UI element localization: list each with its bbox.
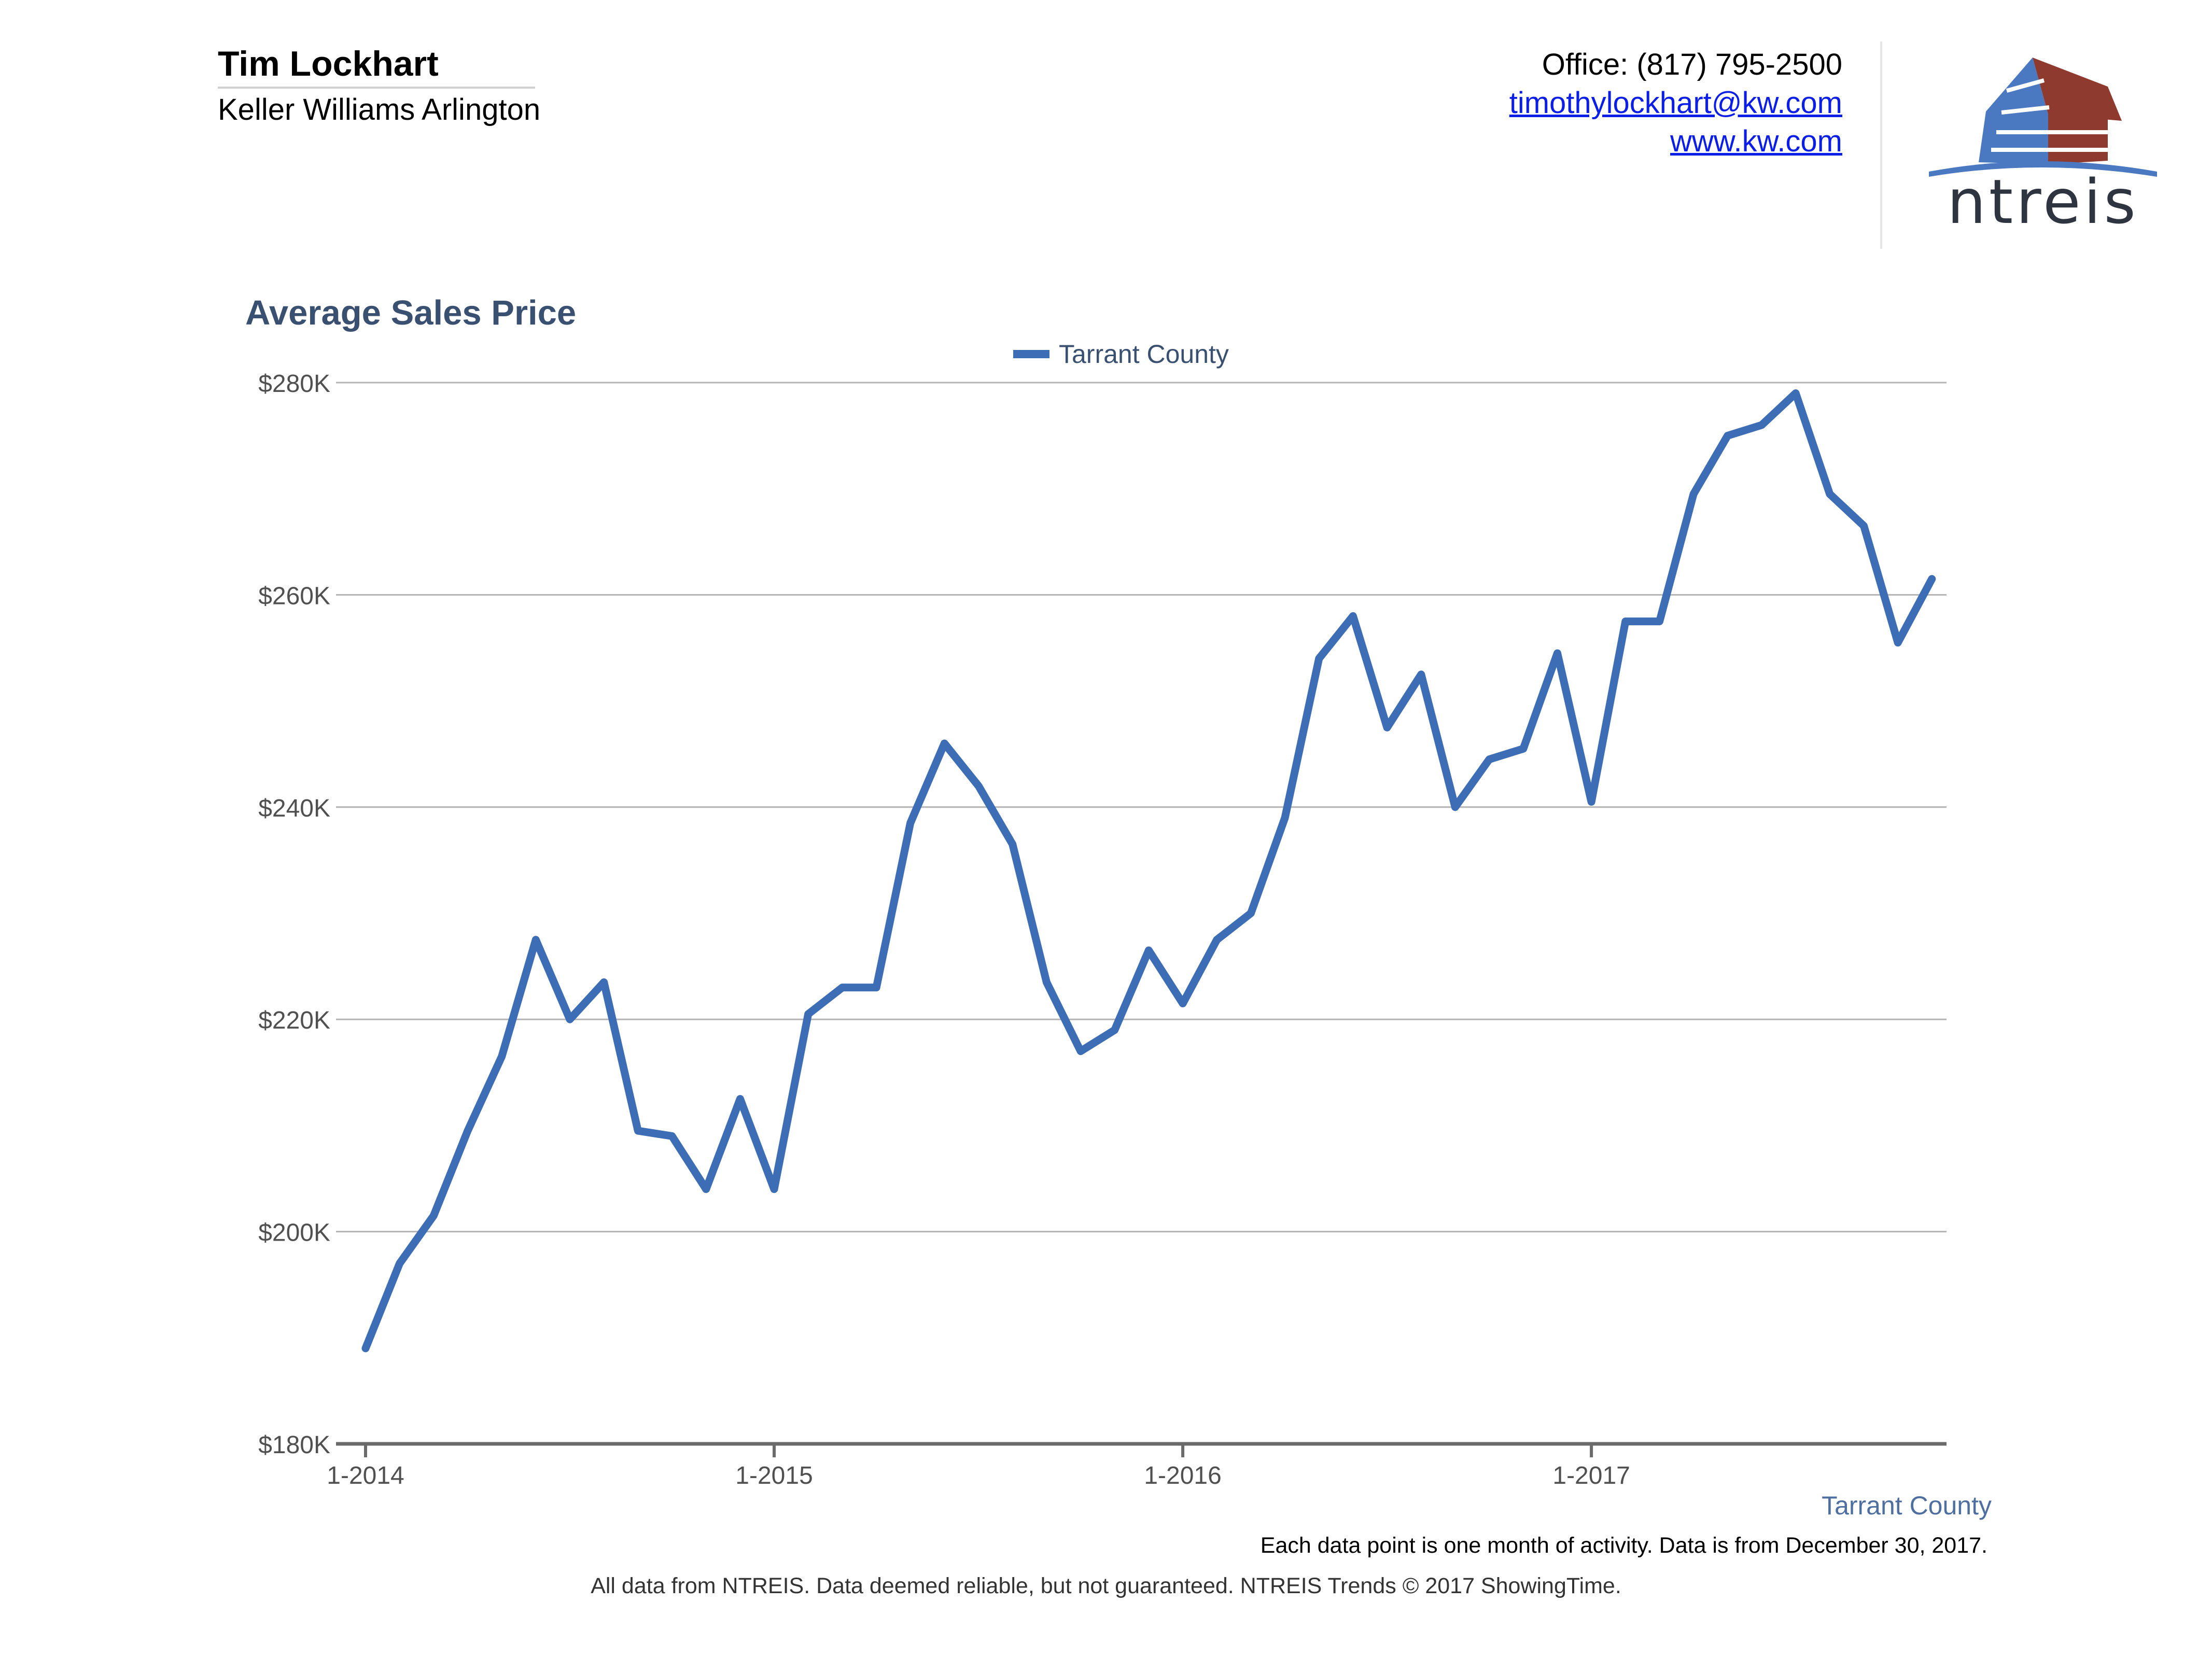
data-point: [1860, 522, 1868, 530]
data-point-note: Each data point is one month of activity…: [1260, 1533, 1987, 1558]
data-point: [1451, 803, 1459, 811]
data-point: [804, 1010, 812, 1018]
data-point: [1758, 421, 1766, 429]
data-point: [1315, 655, 1323, 663]
data-point: [1588, 798, 1595, 806]
x-tick-label: 1-2016: [1144, 1462, 1221, 1489]
data-point: [1792, 389, 1800, 397]
data-point: [941, 740, 948, 747]
data-point: [464, 1127, 471, 1135]
data-point: [362, 1344, 369, 1352]
data-point: [1928, 575, 1936, 583]
data-point: [1349, 612, 1357, 620]
data-point: [1247, 909, 1255, 917]
agent-company: Keller Williams Arlington: [218, 93, 541, 126]
data-point: [430, 1212, 438, 1219]
data-point: [906, 819, 914, 827]
data-point: [1656, 617, 1663, 625]
series-caption: Tarrant County: [1822, 1491, 1992, 1520]
website-link[interactable]: www.kw.com: [1670, 124, 1842, 158]
data-point: [566, 1016, 573, 1023]
data-point: [498, 1052, 506, 1060]
data-point: [1690, 490, 1698, 498]
data-point: [702, 1185, 710, 1193]
data-point: [634, 1127, 642, 1135]
data-point: [1894, 639, 1902, 646]
data-point: [396, 1260, 403, 1267]
data-point: [600, 978, 608, 986]
y-tick-label: $200K: [258, 1219, 330, 1247]
data-point: [1043, 978, 1051, 986]
y-tick-label: $240K: [258, 795, 330, 822]
y-tick-label: $280K: [258, 370, 330, 398]
agent-divider: [218, 87, 535, 89]
data-point: [1179, 1000, 1187, 1007]
contact-block: Office: (817) 795-2500 timothylockhart@k…: [1509, 46, 1842, 161]
house-icon: [1929, 58, 2157, 177]
legend: Tarrant County: [1013, 340, 1229, 369]
data-point: [668, 1132, 676, 1140]
data-point: [1009, 840, 1016, 848]
data-point: [1145, 947, 1153, 954]
x-tick-label: 1-2015: [735, 1462, 813, 1489]
y-tick-label: $180K: [258, 1431, 330, 1459]
email-link[interactable]: timothylockhart@kw.com: [1509, 86, 1842, 120]
header-divider: [1880, 41, 1882, 249]
data-point: [975, 782, 983, 790]
data-point: [838, 983, 846, 991]
y-tick-label: $220K: [258, 1007, 330, 1034]
data-point: [1111, 1026, 1118, 1034]
data-point: [736, 1095, 744, 1103]
x-tick-label: 1-2014: [327, 1462, 404, 1489]
data-point: [1281, 814, 1289, 822]
x-tick-label: 1-2017: [1552, 1462, 1630, 1489]
data-point: [1417, 670, 1425, 678]
office-phone: Office: (817) 795-2500: [1542, 48, 1842, 81]
data-point: [1553, 650, 1561, 657]
data-point: [532, 936, 540, 944]
ntreis-logo: ntreis: [1929, 58, 2157, 231]
agent-name: Tim Lockhart: [218, 44, 439, 83]
data-point: [1486, 755, 1493, 763]
legend-label: Tarrant County: [1059, 340, 1229, 369]
data-point: [1826, 490, 1833, 498]
data-point: [1621, 617, 1629, 625]
data-point: [1724, 432, 1731, 440]
data-point: [1077, 1047, 1085, 1055]
data-point: [873, 983, 880, 991]
data-point: [771, 1185, 778, 1193]
footer-disclaimer: All data from NTREIS. Data deemed reliab…: [591, 1573, 1621, 1598]
data-point: [1383, 724, 1391, 732]
logo-text: ntreis: [1947, 166, 2139, 231]
series-line-tarrant-county: [361, 389, 1936, 1353]
data-point: [1213, 936, 1221, 944]
chart-title: Average Sales Price: [245, 293, 577, 332]
y-tick-label: $260K: [258, 582, 330, 610]
data-point: [1519, 745, 1527, 753]
